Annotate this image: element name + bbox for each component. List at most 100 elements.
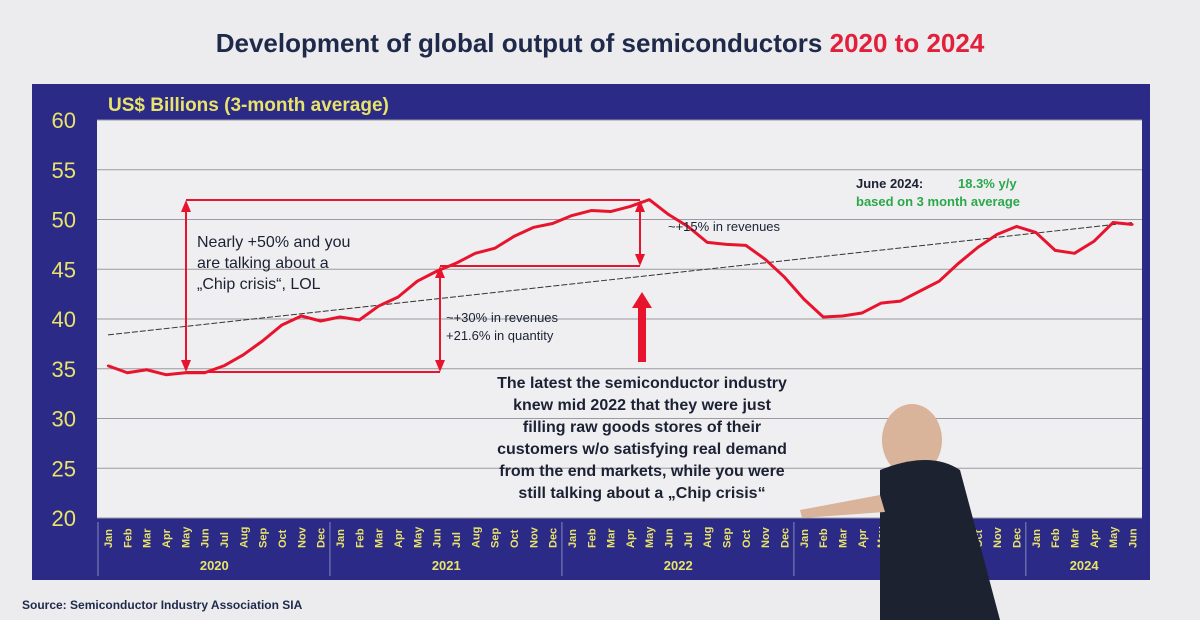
data-point — [667, 213, 670, 216]
x-tick-label: May — [644, 526, 656, 548]
y-tick-label: 35 — [52, 357, 76, 382]
big-up-arrow — [638, 306, 646, 362]
x-tick-label: Aug — [238, 527, 250, 548]
x-tick-label: Nov — [528, 526, 540, 548]
x-tick-label: May — [180, 526, 192, 548]
data-point — [396, 295, 400, 299]
data-point — [1015, 225, 1018, 228]
x-tick-label: Jul — [683, 532, 695, 548]
year-label: 2020 — [200, 558, 229, 573]
note-30pct-2: +21.6% in quantity — [446, 328, 554, 343]
data-point — [609, 210, 612, 213]
x-tick-label: Apr — [625, 528, 637, 548]
data-point — [377, 304, 380, 308]
x-tick-label: Jan — [1031, 529, 1043, 548]
title-highlight: 2020 to 2024 — [829, 28, 985, 58]
data-point — [493, 247, 496, 250]
data-point — [145, 368, 148, 371]
june-value: 18.3% y/y — [958, 176, 1017, 191]
data-point — [706, 241, 709, 244]
x-tick-label: Feb — [586, 528, 598, 548]
data-point — [1131, 223, 1134, 226]
x-tick-label: Oct — [509, 529, 521, 548]
x-tick-label: Nov — [760, 526, 772, 548]
x-tick-label: Feb — [818, 528, 830, 548]
data-point — [164, 373, 168, 376]
year-label: 2021 — [432, 558, 461, 573]
x-tick-label: Apr — [393, 528, 405, 548]
data-point — [222, 364, 226, 367]
x-tick-label: Mar — [838, 528, 850, 548]
data-point — [261, 339, 264, 343]
data-point — [648, 198, 651, 201]
data-point — [822, 315, 825, 319]
data-point — [802, 297, 806, 301]
data-point — [860, 311, 864, 315]
data-point — [590, 209, 593, 212]
note-30pct-1: ~+30% in revenues — [446, 310, 559, 325]
y-tick-label: 50 — [52, 208, 76, 233]
x-tick-label: Aug — [470, 527, 482, 548]
arrowheads — [181, 200, 652, 372]
data-point — [551, 222, 554, 225]
x-tick-label: Sep — [490, 528, 502, 548]
data-point — [880, 301, 883, 305]
data-point — [937, 279, 941, 283]
data-point — [899, 299, 902, 303]
x-tick-label: Feb — [1050, 528, 1062, 548]
note-15pct: ~+15% in revenues — [668, 219, 781, 234]
data-point — [532, 226, 535, 229]
note-latest-5: from the end markets, while you were — [499, 463, 785, 480]
x-tick-label: Mar — [606, 528, 618, 548]
data-point — [725, 243, 728, 246]
note-latest-2: knew mid 2022 that they were just — [513, 397, 772, 414]
data-point — [957, 262, 960, 265]
year-label: 2022 — [664, 558, 693, 573]
note-50pct-1: Nearly +50% and you — [197, 234, 350, 251]
x-tick-label: Jun — [432, 528, 444, 548]
annotation-brackets — [185, 199, 641, 373]
slide-title: Development of global output of semicond… — [0, 28, 1200, 59]
y-axis-label: US$ Billions (3-month average) — [108, 95, 389, 116]
data-point — [300, 314, 303, 318]
x-tick-label: Sep — [258, 528, 270, 548]
data-point — [435, 270, 438, 273]
x-tick-label: Jul — [219, 532, 231, 548]
x-tick-label: Nov — [992, 526, 1004, 548]
data-point — [1034, 231, 1038, 234]
y-tick-label: 55 — [52, 158, 76, 183]
data-point — [512, 235, 516, 238]
data-point — [744, 244, 748, 247]
data-point — [416, 279, 419, 283]
data-point — [570, 214, 574, 217]
data-point — [976, 246, 980, 249]
data-point — [474, 252, 477, 255]
x-tick-label: Feb — [122, 528, 134, 548]
data-point — [338, 315, 342, 319]
data-point — [1092, 240, 1096, 243]
x-tick-label: Dec — [780, 528, 792, 548]
june-label: June 2024: — [856, 176, 923, 191]
note-latest-3: filling raw goods stores of their — [523, 419, 761, 436]
x-tick-label: Mar — [374, 528, 386, 548]
x-tick-label: Jun — [200, 528, 212, 548]
year-label: 2024 — [1070, 558, 1100, 573]
x-tick-label: Jan — [567, 529, 579, 548]
y-tick-label: 45 — [52, 257, 76, 282]
x-tick-label: Jun — [1127, 528, 1139, 548]
data-point — [1111, 221, 1115, 224]
data-point — [126, 371, 129, 374]
x-tick-label: May — [1108, 526, 1120, 548]
data-point — [995, 233, 999, 236]
title-main: Development of global output of semicond… — [215, 28, 823, 58]
note-latest-1: The latest the semiconductor industry — [497, 375, 787, 392]
data-point — [783, 276, 786, 279]
data-point — [280, 323, 284, 327]
x-tick-label: May — [412, 526, 424, 548]
x-tick-label: Apr — [161, 528, 173, 548]
data-point — [628, 205, 632, 208]
data-point — [454, 262, 458, 265]
note-50pct-2: are talking about a — [197, 255, 329, 272]
x-tick-label: Sep — [722, 528, 734, 548]
x-tick-label: Aug — [702, 527, 714, 548]
